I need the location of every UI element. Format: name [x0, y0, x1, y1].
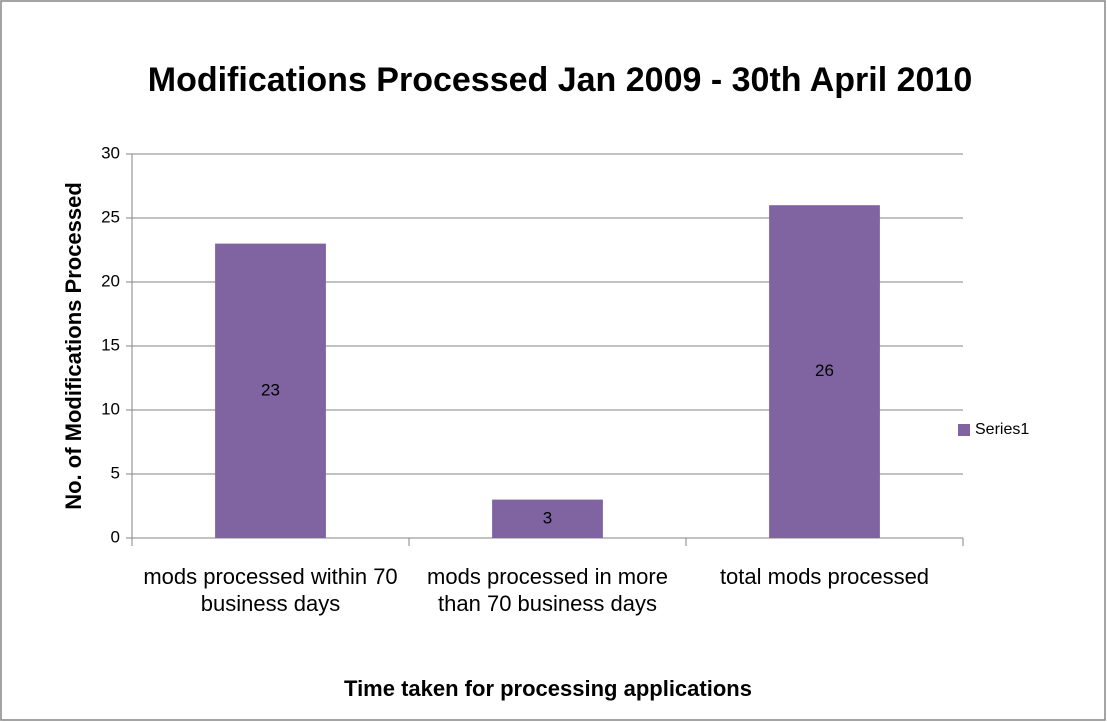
bar	[769, 205, 880, 538]
data-label: 26	[815, 361, 834, 380]
y-tick-label: 10	[101, 399, 120, 418]
legend-label: Series1	[975, 421, 1029, 438]
x-axis-title: Time taken for processing applications	[344, 676, 752, 701]
data-label: 3	[543, 508, 552, 527]
chart-title: Modifications Processed Jan 2009 - 30th …	[147, 61, 973, 99]
data-label: 23	[261, 380, 280, 399]
y-tick-label: 15	[101, 335, 120, 354]
y-tick-label: 0	[111, 527, 120, 546]
y-tick-label: 20	[101, 271, 120, 290]
y-tick-label: 30	[101, 143, 120, 162]
bar	[492, 499, 603, 538]
x-tick-label: mods processed in more than 70 business …	[427, 564, 668, 616]
bar	[215, 243, 326, 538]
y-tick-label: 25	[101, 207, 120, 226]
x-tick-label: total mods processed	[719, 564, 930, 589]
x-tick-label: mods processed within 70 business days	[143, 564, 398, 616]
y-axis-title: No. of Modifications Processed	[61, 182, 86, 510]
y-tick-label: 5	[111, 463, 120, 482]
legend-swatch	[958, 424, 970, 436]
